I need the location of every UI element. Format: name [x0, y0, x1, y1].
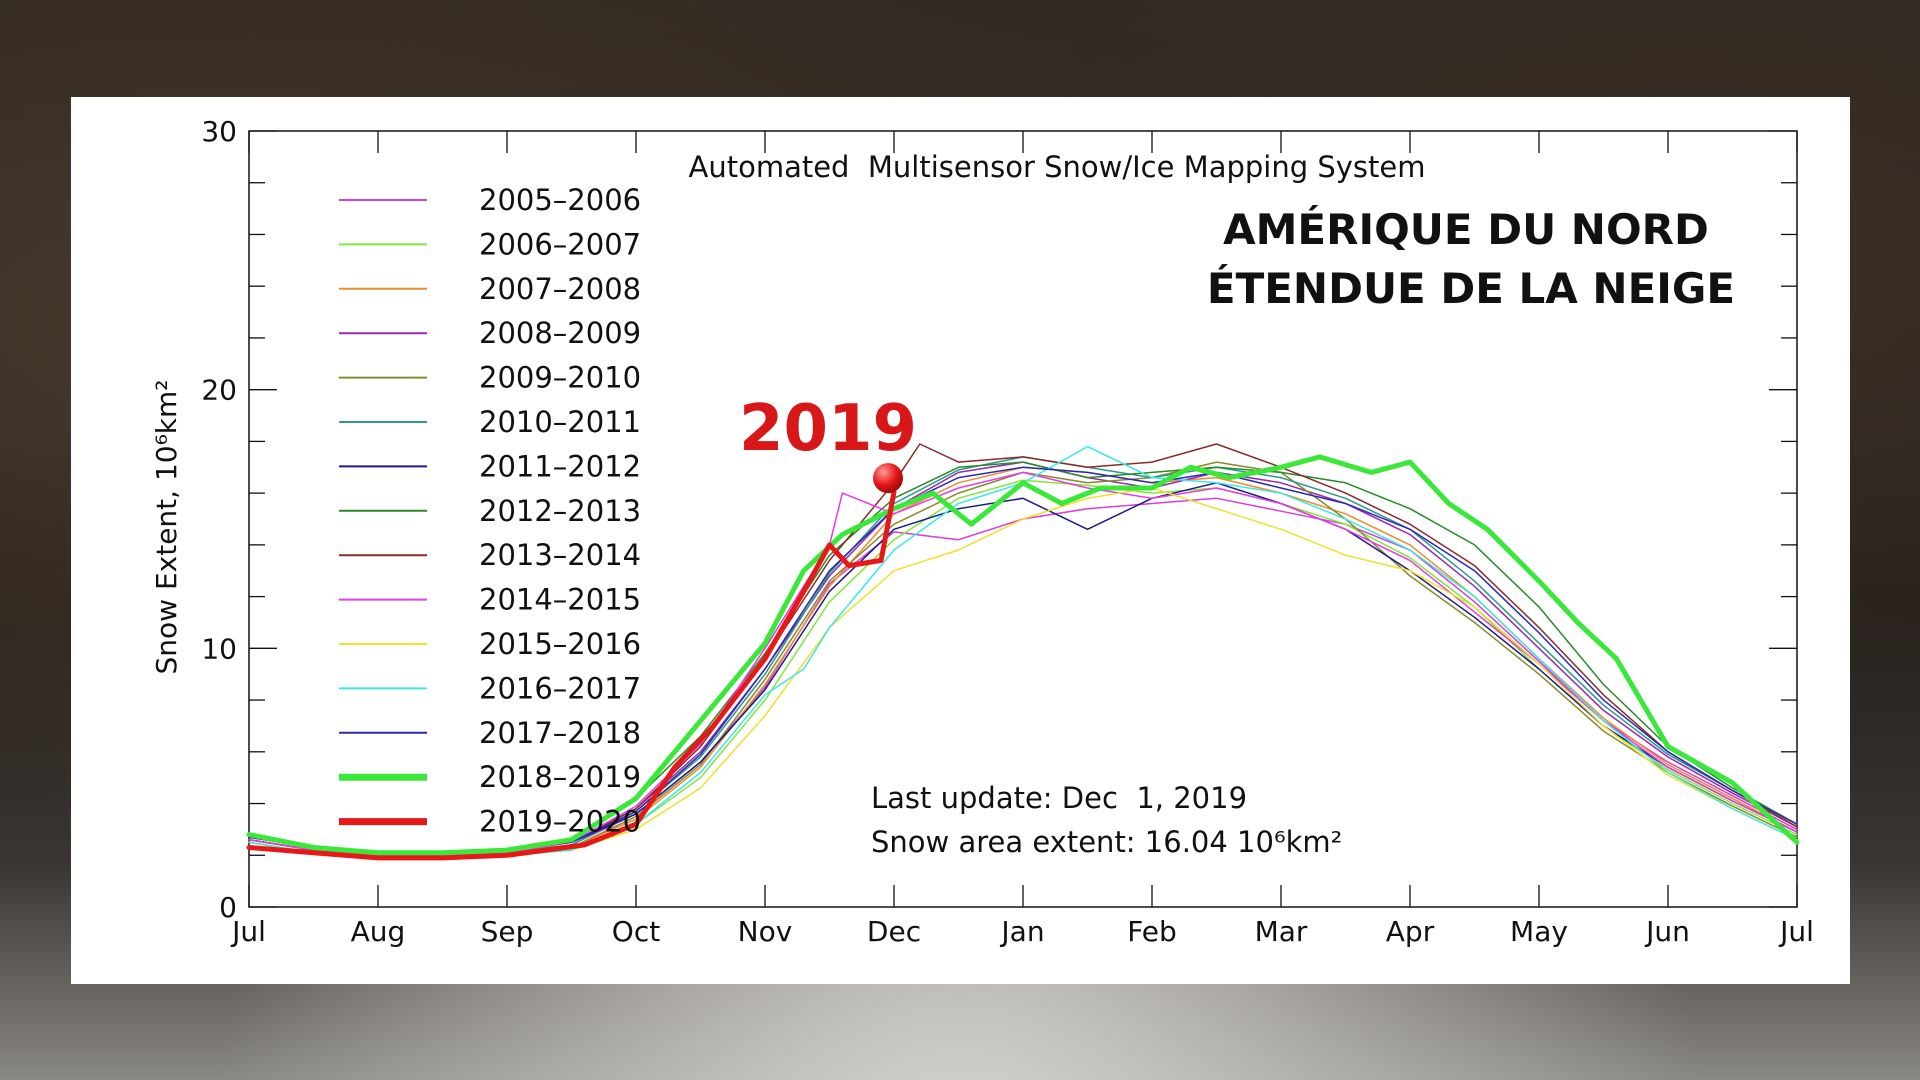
- legend-label: 2018–2019: [479, 760, 641, 794]
- x-tick-label: Jun: [1644, 915, 1690, 948]
- callout-label: 2019: [739, 392, 917, 466]
- x-tick-label: Sep: [481, 915, 534, 948]
- series-lines: [246, 443, 1800, 861]
- last-update-text: Last update: Dec 1, 2019: [871, 781, 1247, 815]
- legend-label: 2014–2015: [479, 583, 641, 617]
- x-tick-label: Jul: [1778, 915, 1814, 948]
- legend-label: 2017–2018: [479, 716, 641, 750]
- legend-label: 2006–2007: [479, 227, 641, 261]
- y-tick-label: 10: [201, 632, 237, 665]
- x-tick-label: Oct: [612, 915, 660, 948]
- legend-label: 2008–2009: [479, 316, 641, 350]
- x-tick-label: Feb: [1127, 915, 1177, 948]
- legend-label: 2019–2020: [479, 805, 641, 839]
- x-tick-label: Apr: [1386, 915, 1435, 948]
- x-tick-label: Jan: [999, 915, 1044, 948]
- chart-title-line1: AMÉRIQUE DU NORD: [1223, 204, 1709, 254]
- x-tick-label: Nov: [738, 915, 793, 948]
- x-tick-label: Aug: [351, 915, 406, 948]
- y-axis-label: Snow Extent, 10⁶km²: [150, 379, 183, 674]
- series-line-14: [246, 489, 897, 861]
- system-title: Automated Multisensor Snow/Ice Mapping S…: [688, 150, 1425, 184]
- chart-title-line2: ÉTENDUE DE LA NEIGE: [1207, 263, 1735, 313]
- snow-area-text: Snow area extent: 16.04 10⁶km²: [871, 825, 1342, 859]
- series-line-13: [246, 454, 1800, 856]
- legend-label: 2010–2011: [479, 405, 641, 439]
- legend-label: 2005–2006: [479, 183, 641, 217]
- legend-label: 2007–2008: [479, 272, 641, 306]
- legend-label: 2013–2014: [479, 538, 641, 572]
- x-tick-label: Jul: [230, 915, 266, 948]
- legend: 2005–2006 2006–2007 2007–2008 2008–2009 2009…: [339, 183, 641, 839]
- x-tick-label: Dec: [867, 915, 921, 948]
- axes: 0 10 20 30 Jul Aug Sep Oct Nov Dec Jan Feb Mar Apr May…: [201, 115, 1814, 948]
- x-tick-label: Mar: [1255, 915, 1308, 948]
- legend-label: 2016–2017: [479, 671, 641, 705]
- callout: 2019: [739, 392, 917, 494]
- y-tick-label: 0: [219, 891, 237, 924]
- snow-extent-chart: 0 10 20 30 Jul Aug Sep Oct Nov Dec Jan Feb Mar Apr May…: [150, 115, 1814, 948]
- y-tick-label: 30: [201, 115, 237, 148]
- x-tick-label: May: [1510, 915, 1568, 948]
- legend-label: 2011–2012: [479, 449, 641, 483]
- callout-marker: [873, 463, 903, 494]
- legend-label: 2009–2010: [479, 361, 641, 395]
- legend-label: 2012–2013: [479, 494, 641, 528]
- legend-label: 2015–2016: [479, 627, 641, 661]
- y-tick-label: 20: [201, 374, 237, 407]
